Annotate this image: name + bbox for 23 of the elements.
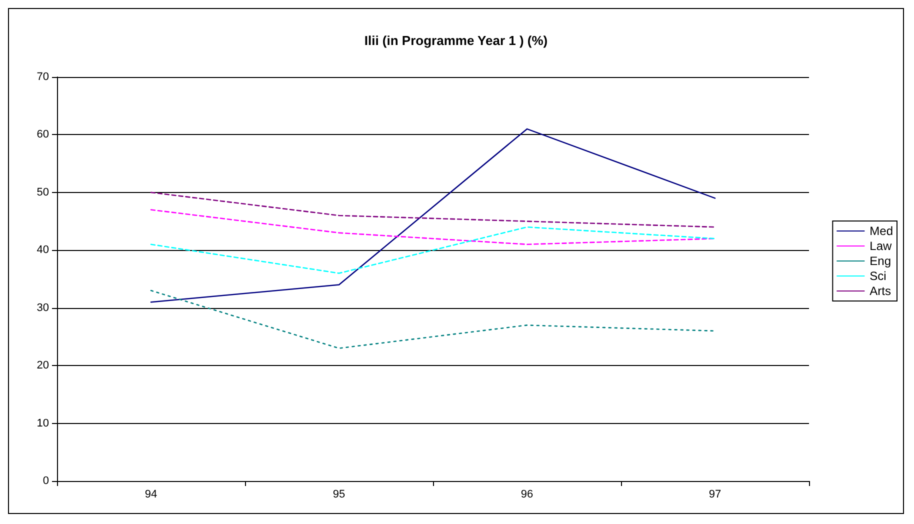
- chart-title: Ilii (in Programme Year 1 ) (%): [364, 33, 548, 48]
- y-tick-label: 20: [36, 360, 49, 372]
- x-tick-label: 94: [144, 488, 158, 500]
- x-tick-label: 95: [332, 488, 346, 500]
- line-series: [150, 192, 716, 228]
- line-series: [150, 209, 716, 246]
- legend-label: Arts: [870, 284, 891, 298]
- legend-label: Law: [870, 239, 892, 253]
- line-series: [150, 290, 716, 349]
- legend-label: Eng: [870, 254, 892, 268]
- x-tick-label: 96: [520, 488, 534, 500]
- y-tick-label: 70: [36, 71, 49, 83]
- y-tick-label: 40: [36, 244, 49, 256]
- line-series: [150, 128, 716, 303]
- y-tick-label: 30: [36, 302, 49, 314]
- line-series: [150, 226, 716, 274]
- legend-label: Sci: [870, 269, 886, 283]
- y-tick-label: 60: [36, 128, 49, 141]
- y-tick-label: 0: [42, 475, 49, 487]
- x-tick-label: 97: [708, 488, 722, 500]
- y-tick-label: 10: [36, 417, 49, 430]
- legend-label: Med: [870, 224, 893, 238]
- y-tick-label: 50: [36, 186, 49, 198]
